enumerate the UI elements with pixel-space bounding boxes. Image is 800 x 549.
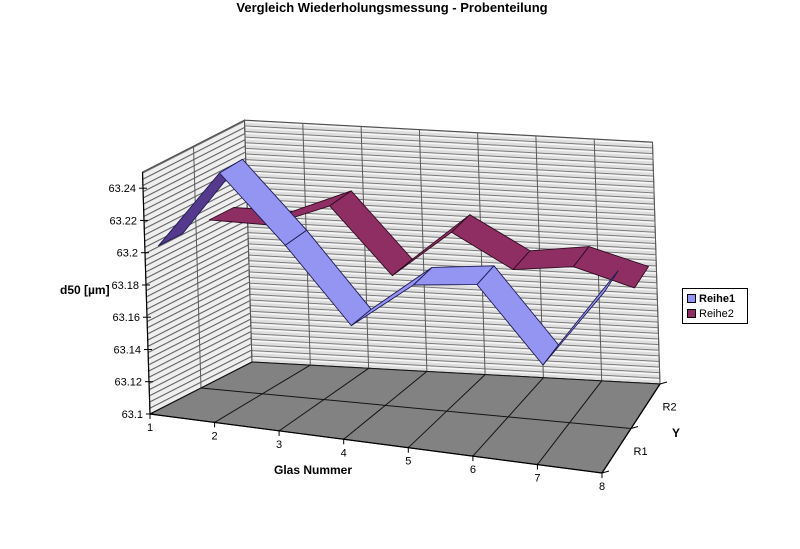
- depth-tick: [659, 381, 668, 385]
- back-wall-gridline: [652, 142, 661, 385]
- legend-swatch-1: [687, 294, 696, 303]
- left-wall-gridline: [193, 146, 202, 389]
- category-tick-label: 7: [534, 473, 540, 485]
- depth-tick: [630, 426, 639, 429]
- ribbon-segment-reihe1: [542, 270, 619, 366]
- value-axis: [141, 172, 151, 415]
- value-axis-title: d50 [µm]: [60, 283, 110, 297]
- depth-tick: [601, 470, 610, 474]
- back-wall-gridline: [244, 120, 253, 363]
- category-tick-label: 1: [147, 422, 153, 434]
- depth-row-label: R2: [663, 401, 677, 413]
- value-tick-label: 63.16: [112, 312, 140, 324]
- category-axis-title: Glas Nummer: [273, 463, 353, 477]
- back-wall-gridline: [360, 126, 370, 369]
- legend: Reihe1 Reihe2: [682, 288, 748, 324]
- legend-label-1: Reihe1: [699, 292, 736, 305]
- legend-label-2: Reihe2: [699, 307, 734, 320]
- category-tick-label: 8: [599, 481, 605, 493]
- depth-row-label: R1: [634, 446, 648, 458]
- value-tick-label: 63.14: [113, 345, 141, 357]
- value-tick-label: 63.22: [109, 215, 137, 227]
- legend-swatch-2: [687, 309, 696, 318]
- category-tick-label: 6: [470, 464, 476, 476]
- category-axis: [149, 413, 603, 474]
- legend-entry-reihe2: Reihe2: [687, 306, 745, 321]
- category-tick-label: 3: [276, 439, 282, 451]
- value-tick-label: 63.18: [111, 280, 139, 292]
- back-wall-gridline: [477, 132, 486, 375]
- category-tick-label: 2: [212, 430, 218, 442]
- value-tick-label: 63.12: [114, 377, 142, 389]
- value-tick-label: 63.2: [117, 248, 138, 260]
- ribbon-segment-reihe2: [572, 246, 649, 289]
- category-tick-label: 4: [341, 447, 347, 459]
- chart-title: Vergleich Wiederholungsmessung - Probent…: [236, 0, 548, 15]
- category-tick-label: 5: [405, 456, 411, 468]
- depth-axis-title: Y: [672, 426, 681, 440]
- value-tick-label: 63.24: [108, 183, 136, 195]
- legend-entry-reihe1: Reihe1: [687, 291, 745, 306]
- floor-row-divider: [200, 387, 632, 429]
- value-tick-label: 63.1: [122, 409, 143, 421]
